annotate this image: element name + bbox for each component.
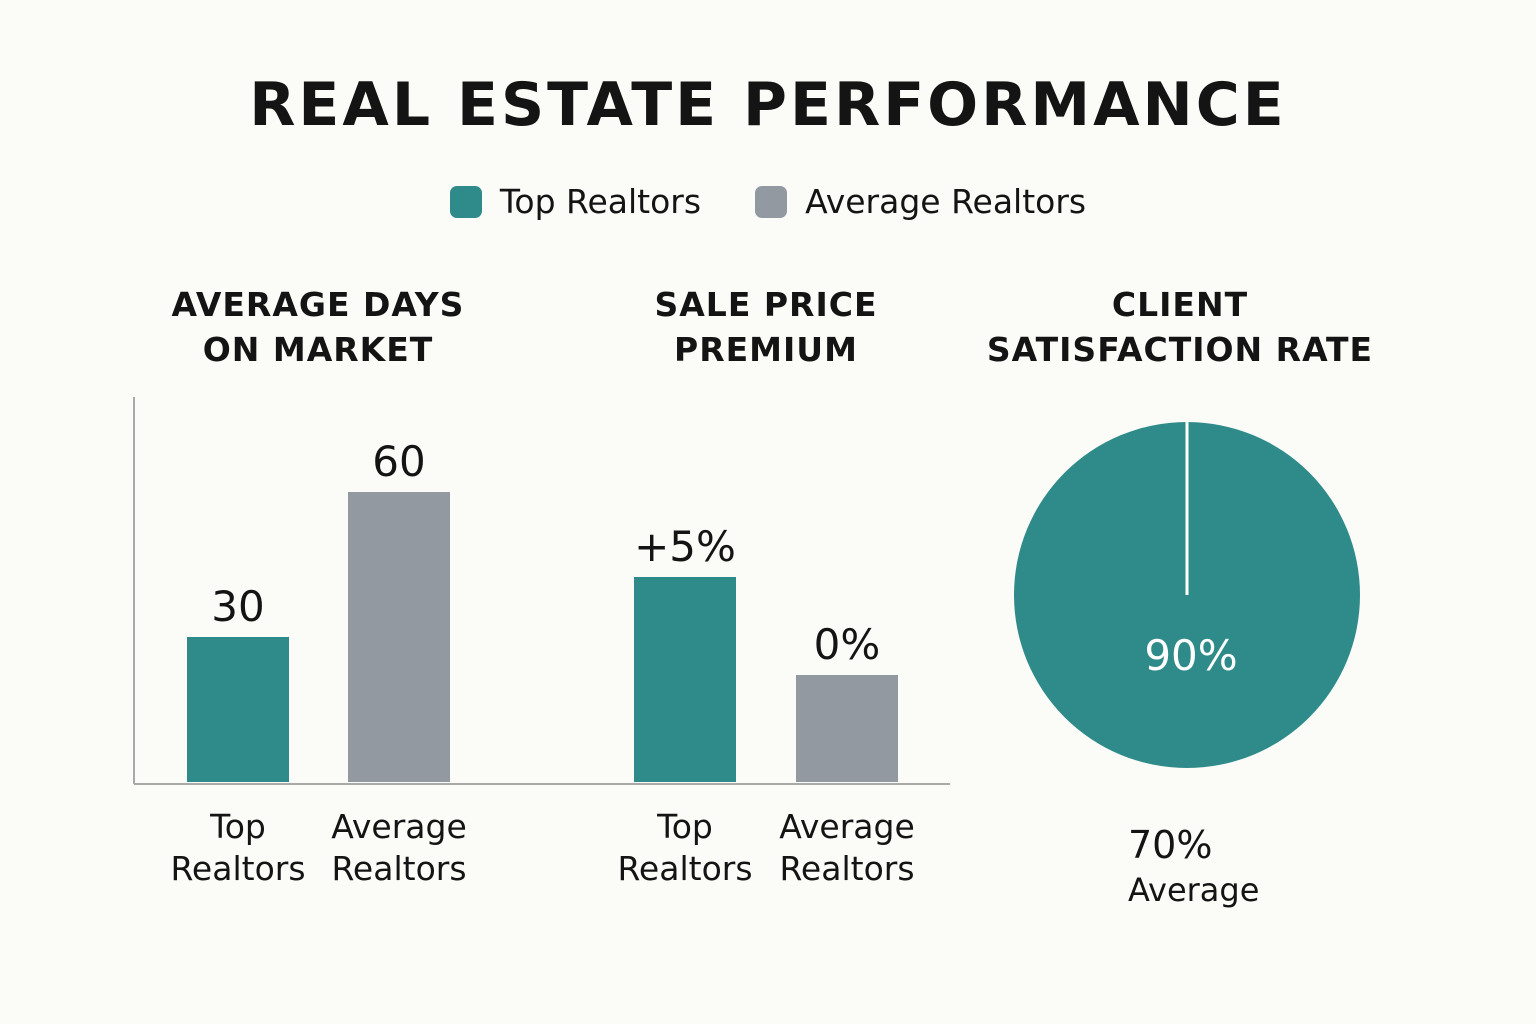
days-bar-average (348, 492, 450, 782)
days-category-label-average-line-2: Realtors (331, 849, 466, 888)
premium-title-line-1: SALE PRICE (654, 285, 878, 324)
premium-bar-average (796, 675, 898, 782)
legend-swatch-average (755, 185, 788, 218)
legend-item-top: Top Realtors (449, 182, 702, 221)
days-value-label-average: 60 (372, 437, 425, 486)
satisfaction-title-line-2: SATISFACTION RATE (986, 330, 1374, 369)
legend-label-top: Top Realtors (499, 182, 702, 221)
days-title-line-2: ON MARKET (202, 330, 434, 369)
average-label: Average (1128, 871, 1260, 909)
legend-swatch-top (449, 185, 482, 218)
premium-category-label-average-line-2: Realtors (779, 849, 914, 888)
legend: Top Realtors Average Realtors (0, 182, 1536, 221)
days-bar-top (187, 637, 289, 782)
premium-title-line-2: PREMIUM (674, 330, 858, 369)
days-category-label-average-line-1: Average (331, 807, 467, 846)
premium-category-label-average-line-1: Average (779, 807, 915, 846)
chart-title: REAL ESTATE PERFORMANCE (249, 70, 1287, 140)
days-category-label-top-line-1: Top (209, 807, 266, 846)
premium-category-label-top-line-2: Realtors (617, 849, 752, 888)
legend-item-average: Average Realtors (755, 182, 1086, 221)
days-category-label-top-line-2: Realtors (170, 849, 305, 888)
days-panel-title: AVERAGE DAYS ON MARKET (138, 282, 498, 372)
satisfaction-title-line-1: CLIENT (1111, 285, 1249, 324)
days-title-line-1: AVERAGE DAYS (171, 285, 465, 324)
satisfaction-pie-label: 90% (1144, 631, 1237, 680)
premium-category-label-top-line-1: Top (656, 807, 713, 846)
average-note: 70% Average (1128, 822, 1259, 912)
premium-value-label-average: 0% (814, 620, 881, 669)
premium-value-label-top: +5% (634, 522, 736, 571)
average-value: 70% (1128, 823, 1213, 867)
premium-panel-title: SALE PRICE PREMIUM (606, 282, 926, 372)
days-value-label-top: 30 (211, 582, 264, 631)
premium-bar-top (634, 577, 736, 782)
legend-label-average: Average Realtors (805, 182, 1087, 221)
satisfaction-panel-title: CLIENT SATISFACTION RATE (980, 282, 1380, 372)
